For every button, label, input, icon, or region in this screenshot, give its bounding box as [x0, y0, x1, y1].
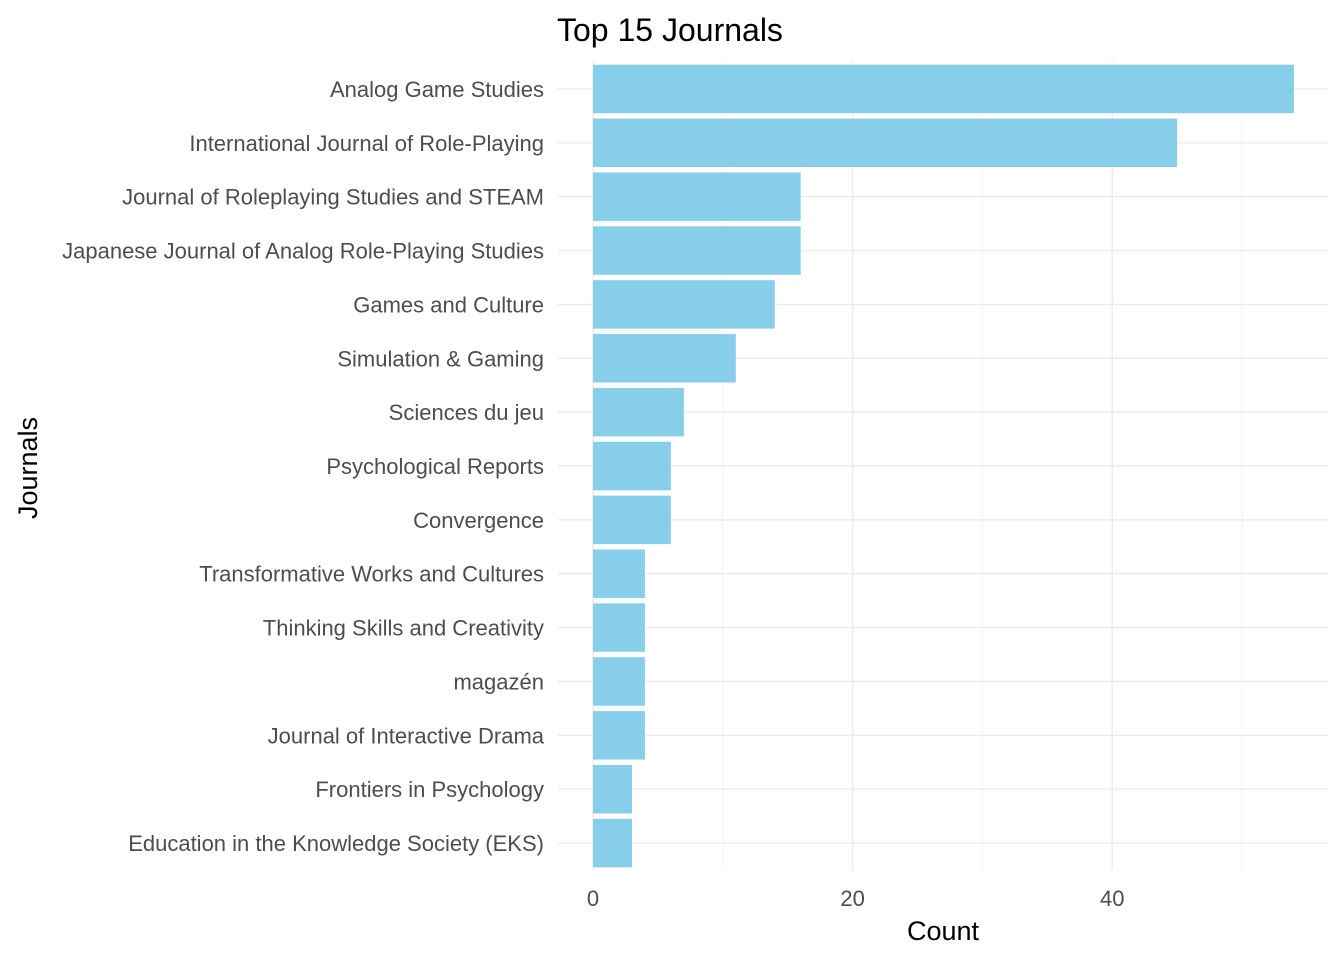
category-label: Education in the Knowledge Society (EKS)	[128, 831, 544, 856]
bar	[593, 64, 1294, 114]
chart-title: Top 15 Journals	[557, 12, 783, 48]
category-label: magazén	[453, 669, 544, 694]
x-tick-labels: 0 20 40	[587, 886, 1125, 911]
category-label: Games and Culture	[353, 292, 544, 317]
category-label: Convergence	[413, 508, 544, 533]
category-label: Simulation & Gaming	[337, 346, 544, 371]
x-tick-label: 20	[840, 886, 864, 911]
bar	[593, 764, 632, 814]
bar	[593, 711, 645, 760]
bar	[593, 818, 632, 868]
bar	[593, 172, 801, 221]
x-tick-label: 40	[1100, 886, 1124, 911]
bar	[593, 549, 645, 598]
bar	[593, 495, 671, 545]
bar	[593, 118, 1178, 168]
category-label: Frontiers in Psychology	[315, 777, 544, 802]
bar	[593, 387, 684, 437]
bar	[593, 226, 801, 275]
category-label: Psychological Reports	[326, 454, 544, 479]
bar	[593, 334, 736, 383]
y-axis-title: Journals	[13, 417, 43, 519]
category-label: Journal of Interactive Drama	[268, 723, 545, 748]
category-label: Journal of Roleplaying Studies and STEAM	[122, 185, 544, 210]
x-axis-title: Count	[907, 916, 980, 946]
bar-layer	[593, 64, 1294, 868]
category-label: Sciences du jeu	[389, 400, 544, 425]
bar	[593, 657, 645, 706]
category-label: International Journal of Role-Playing	[189, 131, 544, 156]
category-label: Transformative Works and Cultures	[199, 562, 544, 587]
category-label: Analog Game Studies	[330, 77, 544, 102]
category-label: Thinking Skills and Creativity	[263, 616, 544, 641]
bar	[593, 280, 775, 329]
x-tick-label: 0	[587, 886, 599, 911]
category-label: Japanese Journal of Analog Role-Playing …	[62, 239, 544, 264]
bar	[593, 603, 645, 652]
bar	[593, 441, 671, 491]
category-labels: Analog Game Studies International Journal…	[62, 77, 545, 856]
